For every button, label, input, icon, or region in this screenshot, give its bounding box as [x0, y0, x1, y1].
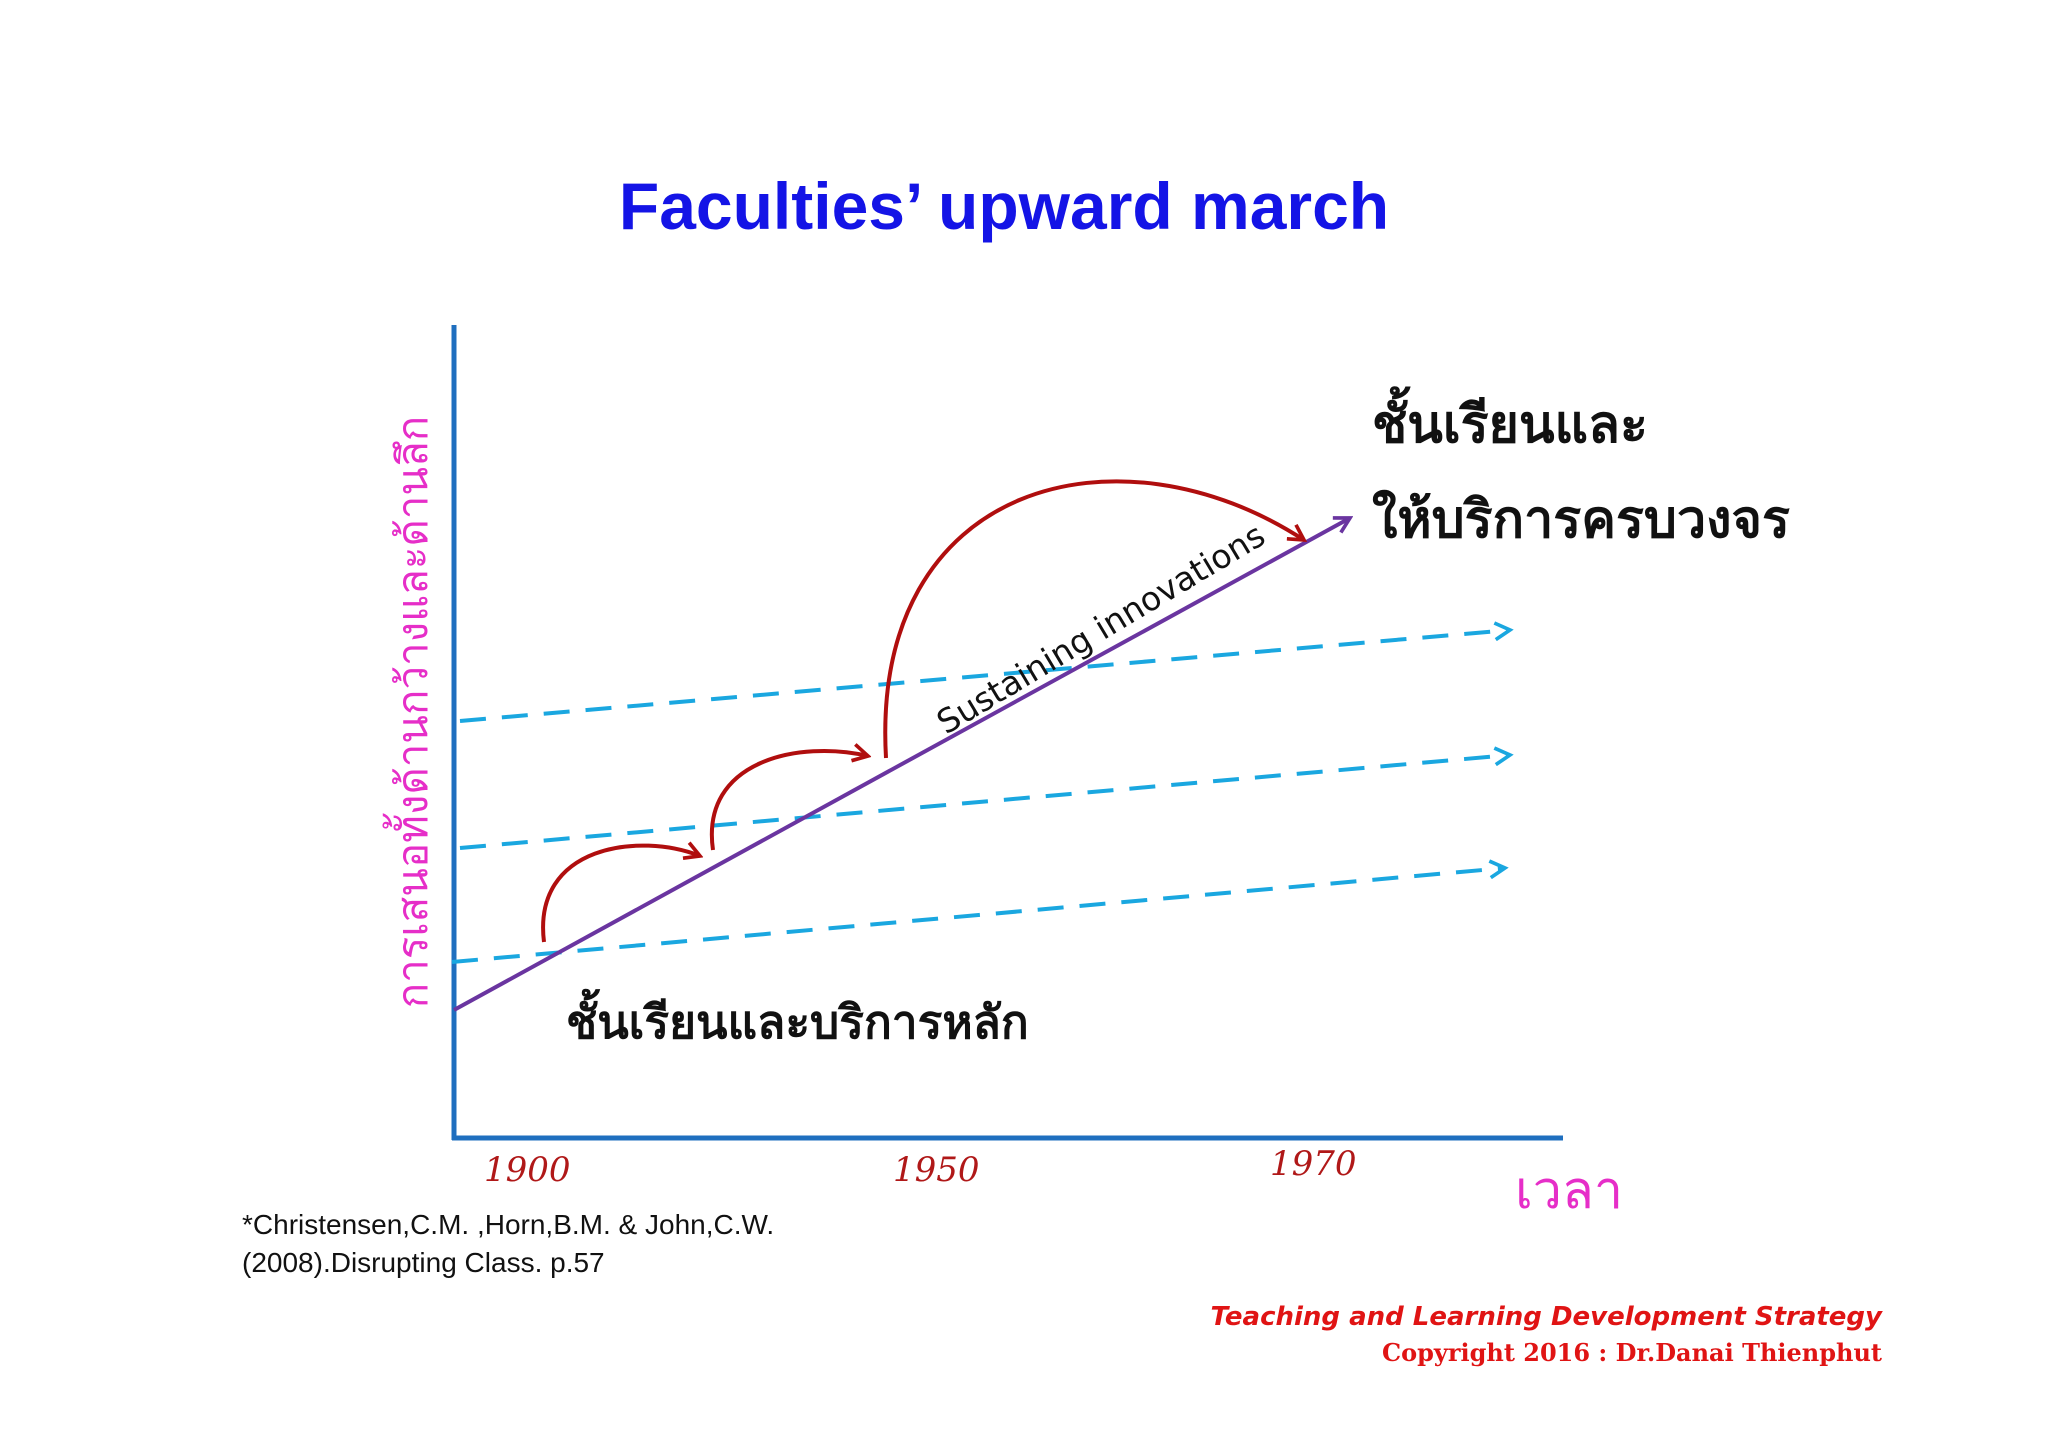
top-label-line-2: ให้บริการครบวงจร	[1372, 490, 1790, 550]
x-tick-1900: 1900	[484, 1150, 571, 1190]
credit-line-1: Teaching and Learning Development Strate…	[1210, 1302, 1883, 1332]
citation: *Christensen,C.M. ,Horn,B.M. & John,C.W.…	[242, 1206, 774, 1282]
page-title: Faculties’ upward march	[618, 169, 1390, 243]
jump-arrow-1	[541, 846, 700, 943]
dashed-trend-line-3	[451, 868, 1505, 964]
credit-line-2: Copyright 2016 : Dr.Danai Thienphut	[1382, 1338, 1882, 1367]
main-growth-arrow	[453, 518, 1350, 1012]
citation-line-1: *Christensen,C.M. ,Horn,B.M. & John,C.W.	[242, 1209, 775, 1240]
jump-arrow-3	[883, 479, 1304, 759]
dashed-trend-line-1	[459, 630, 1510, 723]
dashed-trend-line-2	[459, 755, 1510, 850]
bottom-label: ชั้นเรียนและบริการหลัก	[566, 995, 1029, 1049]
citation-line-2: (2008).Disrupting Class. p.57	[242, 1247, 605, 1278]
x-tick-1970: 1970	[1270, 1144, 1357, 1184]
x-tick-1950: 1950	[893, 1150, 980, 1190]
top-label-line-1: ชั้นเรียนและ	[1372, 395, 1648, 455]
y-axis-label: การเสนอทั้งด้านกว้างและด้านลึก	[388, 415, 437, 1009]
x-axis-label: เวลา	[1515, 1161, 1624, 1221]
jump-arrow-2	[709, 751, 868, 851]
